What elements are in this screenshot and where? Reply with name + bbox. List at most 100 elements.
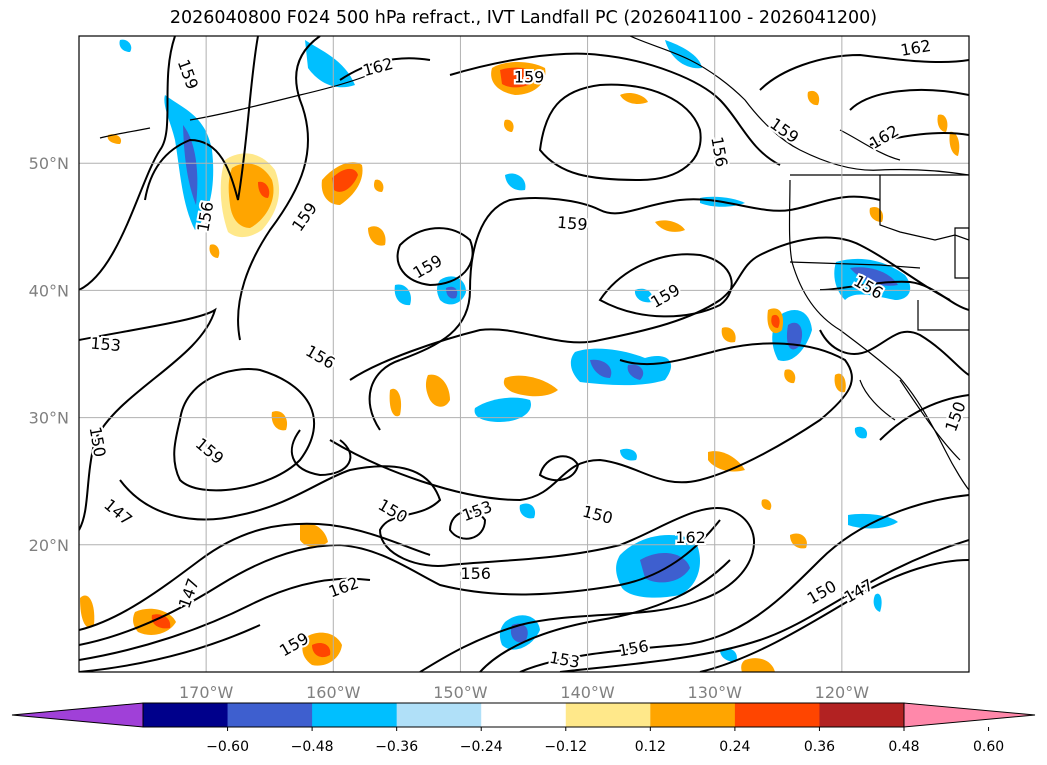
shade-orange: [107, 134, 122, 144]
shade-blue: [570, 348, 672, 386]
colorbar-swatch: [565, 703, 651, 727]
contour-line: [869, 132, 969, 146]
colorbar-tick-label: −0.60: [206, 739, 249, 755]
shade-blue: [873, 593, 882, 612]
lon-tick-label: 130°W: [688, 683, 743, 702]
shade-orange: [655, 220, 685, 232]
contour-line: [559, 539, 969, 672]
lat-tick-label: 50°N: [29, 154, 69, 173]
colorbar-tick-label: 0.36: [804, 739, 835, 755]
shade-orange: [368, 226, 386, 246]
shade-blue: [474, 397, 531, 422]
shade-orange: [503, 119, 514, 132]
shade-blue: [854, 426, 868, 439]
lon-tick-label: 160°W: [306, 683, 361, 702]
shade-orange: [271, 411, 288, 431]
shade-orange: [620, 92, 648, 104]
contour-line: [396, 227, 474, 287]
colorbar-tick-label: 0.12: [635, 739, 666, 755]
contour-label: 162: [673, 526, 708, 549]
lat-tick-label: 20°N: [29, 536, 69, 555]
shade-blue-dark: [446, 286, 458, 299]
contour-line: [759, 53, 969, 91]
lat-tick-label: 30°N: [29, 409, 69, 428]
colorbar-swatch: [227, 703, 313, 727]
coastline: [99, 127, 151, 139]
contour-label: 156: [191, 198, 219, 235]
shade-red: [258, 181, 270, 198]
shade-blue: [620, 448, 637, 461]
coastline: [839, 129, 901, 161]
contour-line: [448, 510, 487, 540]
shade-orange: [784, 369, 796, 384]
colorbar: −0.60 −0.48 −0.36 −0.24 −0.12 0.12 0.24 0.36 0.4…: [11, 702, 1036, 755]
shade-orange: [209, 244, 220, 258]
lon-tick-label: 120°W: [815, 683, 870, 702]
contour-line: [368, 359, 401, 431]
contour-label: 156: [458, 562, 493, 585]
contour-line: [538, 83, 702, 182]
colorbar-tick-label: 0.24: [719, 739, 750, 755]
shade-blue-dark: [590, 359, 612, 378]
colorbar-tick-label: 0.48: [888, 739, 919, 755]
shade-red: [312, 643, 331, 658]
colorbar-swatch: [143, 703, 229, 727]
coastline: [788, 179, 969, 491]
contour-line: [237, 36, 321, 341]
map-title: 2026040800 F024 500 hPa refract., IVT La…: [169, 8, 878, 28]
colorbar-swatch: [734, 703, 820, 727]
contour-label-text: 156: [193, 200, 217, 233]
contour-line: [849, 89, 969, 111]
contour-line: [339, 57, 431, 81]
contour-line: [699, 559, 969, 672]
contour-line: [519, 494, 969, 672]
contour-line: [79, 624, 261, 672]
contour-line: [119, 465, 755, 672]
contour-line: [79, 519, 721, 646]
border: [789, 261, 921, 269]
map-frame: [78, 35, 970, 673]
shade-blue-dark: [627, 364, 644, 380]
coastline: [629, 36, 969, 176]
colorbar-tick-label: 0.60: [973, 739, 1004, 755]
contour-line: [173, 368, 316, 492]
colorbar-tick-label: −0.48: [291, 739, 334, 755]
lon-axis-labels: 170°W 160°W 150°W 140°W 130°W 120°W: [179, 683, 869, 702]
shade-orange: [721, 327, 736, 343]
shade-orange: [503, 375, 558, 397]
contour-line: [349, 236, 951, 381]
contour-label-text: 156: [460, 564, 491, 583]
lat-axis-labels: 20°N 30°N 40°N 50°N: [29, 154, 69, 555]
shade-orange: [389, 388, 402, 417]
shade-blue: [394, 284, 411, 306]
contour-line: [819, 329, 969, 376]
shade-blue-dark: [183, 125, 198, 205]
contour-line: [879, 394, 969, 441]
border: [917, 300, 969, 331]
contour-label-text: 162: [675, 528, 706, 547]
shade-red: [151, 614, 171, 629]
contour-line: [598, 253, 733, 318]
contour-line: [79, 307, 217, 531]
contour-line: [479, 559, 731, 672]
colorbar-frame: [142, 702, 905, 728]
shade-orange: [741, 658, 775, 672]
contour-line: [819, 280, 969, 311]
shade-red: [500, 67, 538, 88]
contour-line: [79, 36, 176, 291]
contour-label-text: 159: [514, 68, 545, 87]
shade-blue-dark: [786, 322, 803, 350]
contour-line: [538, 455, 580, 482]
contour-label: 159: [512, 66, 547, 89]
colorbar-tick-label: −0.24: [460, 739, 503, 755]
coastlines: [99, 36, 969, 491]
lon-tick-label: 170°W: [179, 683, 234, 702]
contour-line: [329, 342, 853, 502]
shade-orange: [708, 451, 745, 472]
shade-orange: [80, 595, 95, 628]
colorbar-swatch: [819, 703, 905, 727]
contour-label-text: 159: [556, 213, 588, 235]
shade-blue: [119, 39, 132, 52]
colorbar-tick-label: −0.36: [375, 739, 418, 755]
lat-tick-label: 40°N: [29, 281, 69, 300]
